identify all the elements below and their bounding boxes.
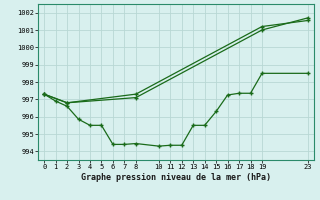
- X-axis label: Graphe pression niveau de la mer (hPa): Graphe pression niveau de la mer (hPa): [81, 173, 271, 182]
